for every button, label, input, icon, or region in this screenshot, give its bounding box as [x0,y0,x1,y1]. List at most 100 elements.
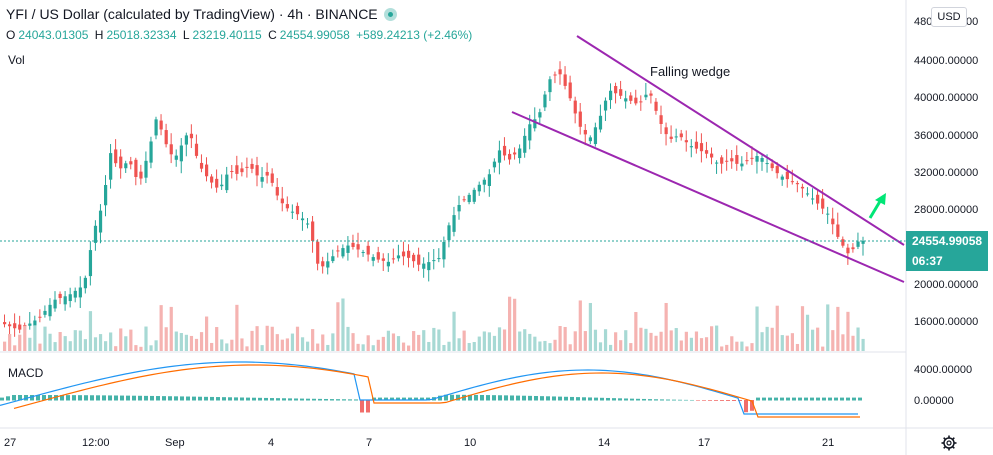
macd-hist-bar [54,395,58,401]
volume-bar [664,302,668,351]
macd-hist-bar [114,395,118,401]
volume-bar [225,343,229,351]
time-tick-label: 4 [268,437,274,449]
candle-body [528,124,532,141]
macd-hist-bar [834,397,838,401]
candle-body [98,210,103,233]
macd-hist-bar [204,396,208,401]
volume-bar [295,326,300,351]
volume-bar [704,337,709,351]
candle-body [53,299,57,309]
macd-hist-bar [12,395,16,401]
candle-body [326,261,330,268]
macd-hist-bar [582,397,586,401]
macd-hist-bar [318,398,322,401]
change-value: +589.24213 (+2.46%) [356,28,473,42]
volume-bar [427,341,431,351]
macd-hist-bar [174,396,178,401]
macd-hist-bar [132,395,136,401]
volume-bar [816,327,820,351]
candle-body [619,89,623,96]
macd-hist-bar [48,395,52,401]
candle-body [189,133,194,139]
price-tick-label: 32000.00000 [914,167,978,179]
candle-body [417,254,421,265]
macd-hist-bar [354,399,358,401]
candle-body [518,148,522,159]
currency-button[interactable]: USD [931,7,967,27]
candle-body [3,322,7,325]
volume-bar [654,335,658,351]
candle-body [548,79,552,93]
macd-hist-bar [186,396,190,401]
macd-hist-bar [474,394,478,401]
volume-bar [33,325,37,351]
macd-hist-bar [426,397,430,401]
macd-hist-bar [696,400,700,401]
volume-bar [518,331,522,351]
volume-bar [492,335,497,351]
price-tick-label: 44000.00000 [914,55,978,67]
volume-bar [174,331,178,351]
volume-bar [326,344,330,351]
candle-body [457,205,461,212]
volume-bar [442,344,446,351]
volume-bar [462,330,466,351]
macd-hist-bar [216,397,220,401]
macd-hist-bar [702,400,706,401]
candle-body [43,310,47,315]
volume-bar [275,334,279,351]
falling-wedge-annotation[interactable]: Falling wedge [650,64,731,79]
candle-body [139,171,143,179]
volume-bar [417,334,421,351]
macd-hist-bar [492,395,496,401]
macd-hist-bar [42,395,46,401]
volume-pane-label[interactable]: Vol [8,53,25,67]
volume-bar [230,339,234,351]
candle-body [93,225,98,243]
macd-hist-bar [0,397,4,401]
volume-bars [3,296,865,351]
volume-bar [715,325,719,351]
macd-hist-bar [858,397,862,401]
volume-bar [311,329,315,351]
candle-body [664,127,668,135]
macd-hist-bar [618,398,622,401]
volume-bar [775,305,779,351]
volume-bar [285,338,289,351]
candle-body [861,240,865,244]
macd-hist-bar [198,396,202,401]
candle-body [109,153,113,180]
symbol-title[interactable]: YFI / US Dollar (calculated by TradingVi… [6,6,397,22]
volume-bar [780,335,784,351]
macd-hist-bar [678,399,682,401]
candle-body [321,261,325,267]
macd-hist-bar [840,397,844,401]
volume-bar [432,327,436,351]
gear-icon[interactable] [941,435,957,451]
macd-hist-bar [486,395,490,401]
volume-bar [78,330,82,351]
macd-hist-bar [96,395,100,401]
macd-pane-label[interactable]: MACD [8,366,44,380]
candle-body [179,145,183,162]
candle-body [245,166,249,168]
volume-bar [614,332,618,351]
price-axis: 48000.0000044000.0000040000.0000036000.0… [914,16,978,328]
candle-body [462,199,466,201]
macd-axis: 4000.00000 0.00000 [914,364,972,407]
candle-body [63,296,67,305]
volume-bar [270,326,274,351]
price-tick-label: 40000.00000 [914,92,978,104]
candle-body [644,94,648,98]
candle-body [467,194,471,203]
macd-hist-bar [306,398,310,401]
macd-hist-bar [846,397,850,401]
candle-body [553,74,557,76]
candle-body [28,323,32,326]
macd-hist-bar [342,399,346,401]
macd-hist-bar [126,395,130,401]
candle-body [114,149,118,164]
volume-bar [745,346,749,351]
